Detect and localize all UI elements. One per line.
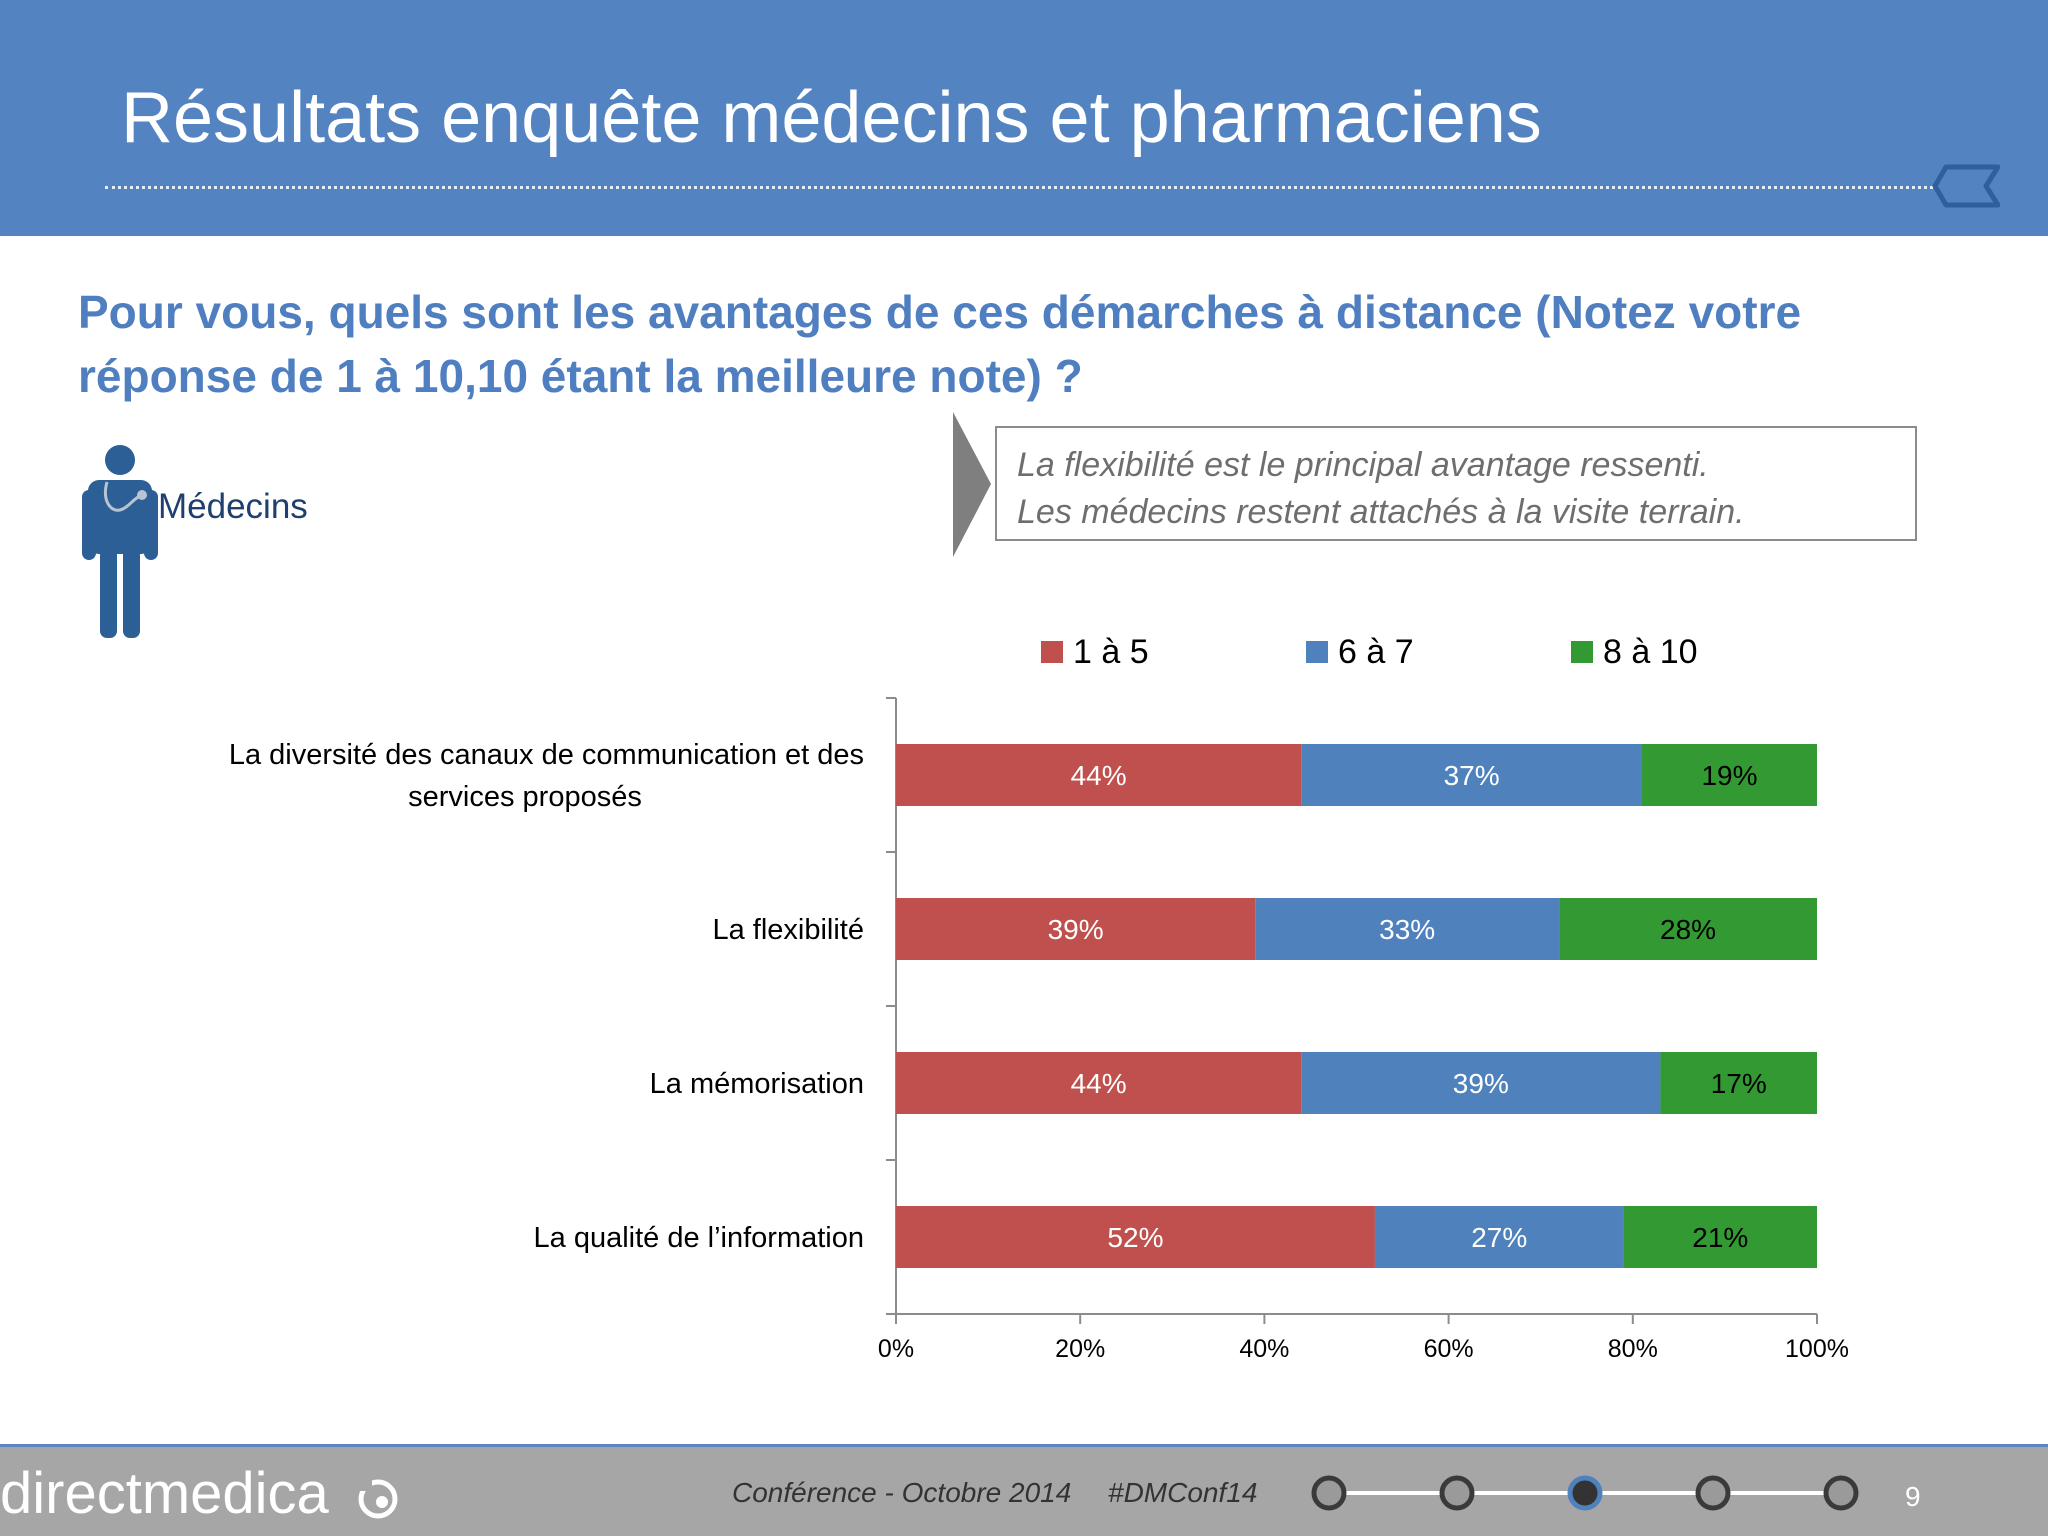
x-tick-label: 80% xyxy=(1608,1335,1658,1363)
doctor-stethoscope-icon xyxy=(82,445,158,638)
bar-value-label: 33% xyxy=(1379,914,1435,945)
bar-value-label: 39% xyxy=(1048,914,1104,945)
bar-segment xyxy=(896,1052,1302,1114)
x-tick-label: 40% xyxy=(1239,1335,1289,1363)
bar-segment xyxy=(1374,1206,1624,1268)
category-label: services proposés xyxy=(408,781,642,813)
bar-value-label: 37% xyxy=(1444,760,1500,791)
x-tick-label: 60% xyxy=(1424,1335,1474,1363)
page-number: 9 xyxy=(1905,1481,1921,1512)
legend-swatch xyxy=(1041,641,1063,663)
category-label: La qualité de l’information xyxy=(534,1222,864,1254)
bar-segment xyxy=(1559,898,1817,960)
bar-value-label: 27% xyxy=(1471,1222,1527,1253)
bar-value-label: 44% xyxy=(1071,760,1127,791)
callout-line-1: La flexibilité est le principal avantage… xyxy=(1017,446,1709,484)
timeline-step xyxy=(1823,1475,1859,1511)
category-label: La diversité des canaux de communication… xyxy=(229,739,864,771)
bar-value-label: 28% xyxy=(1660,914,1716,945)
legend-swatch xyxy=(1571,641,1593,663)
conference-label: Conférence - Octobre 2014 xyxy=(732,1477,1072,1508)
bar-segment xyxy=(1255,898,1560,960)
callout-pointer xyxy=(953,412,991,557)
stacked-bar-chart: 1 à 5 6 à 7 8 à 10 0% 20% 40% 60% 80% 100% 44% 37%… xyxy=(229,633,1849,1363)
bar-segment xyxy=(1642,744,1817,806)
header-dotted-rule xyxy=(105,186,1933,189)
category-label: La flexibilité xyxy=(712,914,864,946)
timeline-step xyxy=(1311,1475,1347,1511)
chevron-tag-icon xyxy=(1932,164,2000,208)
legend-label: 1 à 5 xyxy=(1073,633,1149,671)
slide-title: Résultats enquête médecins et pharmacien… xyxy=(121,78,1542,158)
bar-value-label: 21% xyxy=(1692,1222,1748,1253)
survey-question: Pour vous, quels sont les avantages de c… xyxy=(78,286,1802,402)
bar-segment xyxy=(1660,1052,1817,1114)
timeline-step xyxy=(1439,1475,1475,1511)
slide-header: Résultats enquête médecins et pharmacien… xyxy=(0,0,2048,236)
x-tick-label: 20% xyxy=(1055,1335,1105,1363)
hashtag-label: #DMConf14 xyxy=(1108,1477,1258,1508)
bar-value-label: 44% xyxy=(1071,1068,1127,1099)
timeline-step-active xyxy=(1567,1475,1603,1511)
legend-label: 8 à 10 xyxy=(1603,633,1698,671)
x-tick-label: 100% xyxy=(1785,1335,1849,1363)
bar-segment xyxy=(896,744,1302,806)
callout-line-2: Les médecins restent attachés à la visit… xyxy=(1017,493,1745,531)
category-label: La mémorisation xyxy=(650,1068,864,1100)
callout-box: La flexibilité est le principal avantage… xyxy=(995,426,1917,541)
brand-logo-mark-icon xyxy=(356,1477,398,1519)
brand-logo: directmedica xyxy=(0,1461,329,1526)
slide-footer: directmedica Conférence - Octobre 2014 #… xyxy=(0,1444,2048,1536)
legend-label: 6 à 7 xyxy=(1338,633,1414,671)
x-tick-label: 0% xyxy=(878,1335,914,1363)
segment-label: Médecins xyxy=(158,487,308,526)
bar-segment xyxy=(1623,1206,1817,1268)
bar-segment xyxy=(896,898,1256,960)
bar-value-label: 17% xyxy=(1711,1068,1767,1099)
timeline-step xyxy=(1695,1475,1731,1511)
progress-timeline xyxy=(1311,1475,1859,1511)
bar-value-label: 52% xyxy=(1107,1222,1163,1253)
bar-value-label: 19% xyxy=(1701,760,1757,791)
bar-value-label: 39% xyxy=(1453,1068,1509,1099)
legend-swatch xyxy=(1306,641,1328,663)
bar-segment xyxy=(1301,1052,1661,1114)
bar-segment xyxy=(896,1206,1375,1268)
bar-segment xyxy=(1301,744,1643,806)
